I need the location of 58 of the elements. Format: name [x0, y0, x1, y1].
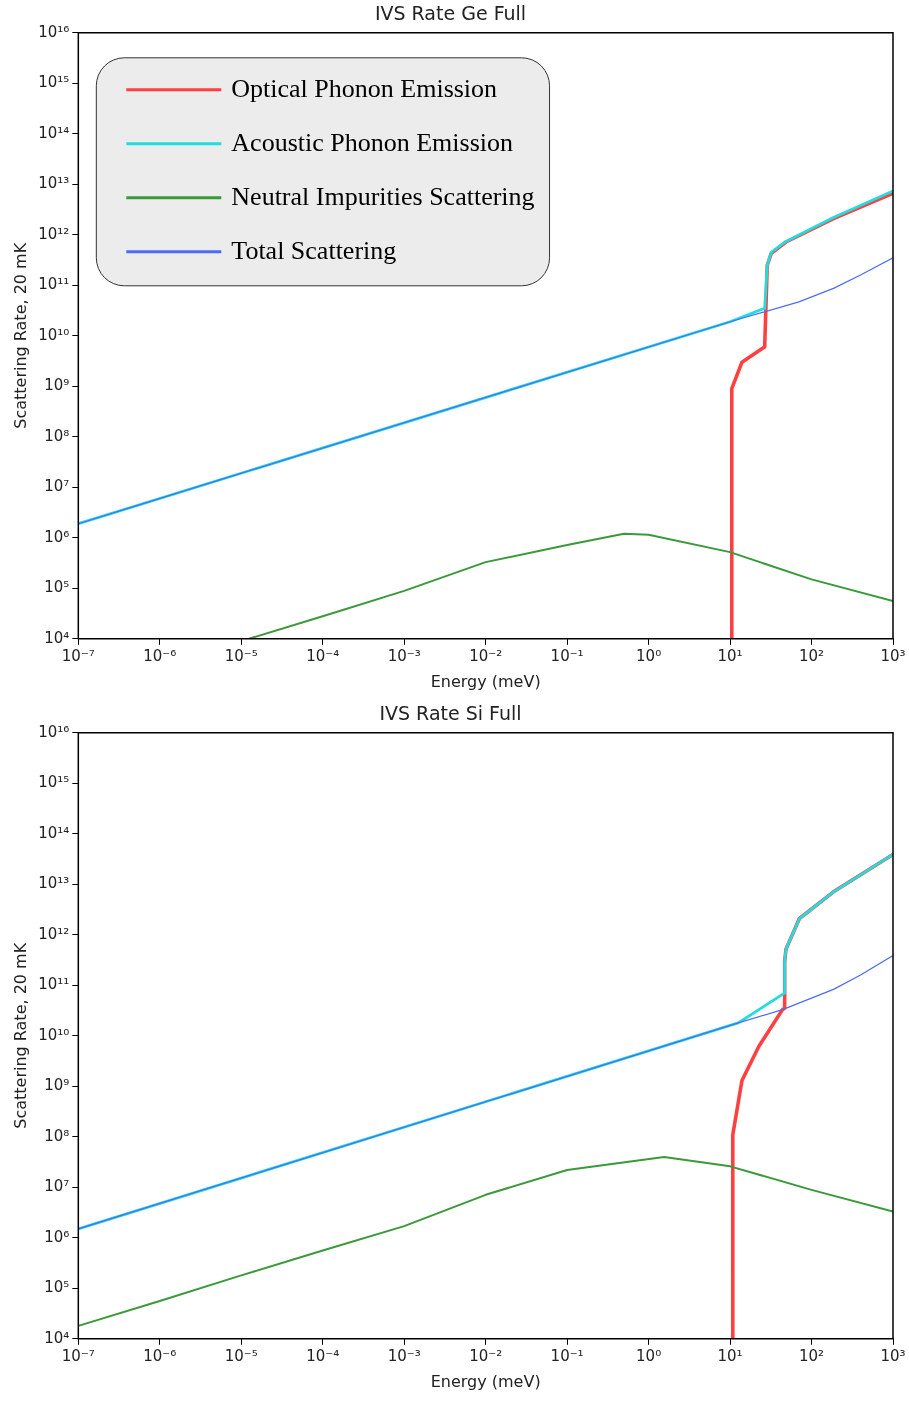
- y-tick-label: 10¹³: [38, 874, 70, 893]
- x-tick-label: 10⁻⁷: [61, 646, 95, 665]
- y-tick-label: 10¹⁵: [38, 73, 70, 92]
- x-tick-label: 10³: [880, 646, 906, 665]
- y-tick-label: 10⁶: [44, 1227, 70, 1246]
- x-tick-label: 10⁻²: [469, 646, 503, 665]
- y-axis-title: Scattering Rate, 20 mK: [10, 942, 30, 1129]
- y-tick-label: 10¹⁶: [38, 722, 70, 741]
- x-axis-title: Energy (meV): [430, 671, 541, 691]
- y-tick-label: 10¹⁰: [38, 325, 70, 344]
- y-tick-label: 10¹²: [38, 224, 70, 243]
- x-tick-label: 10⁻⁴: [306, 646, 340, 665]
- y-tick-label: 10⁵: [44, 1278, 70, 1297]
- x-tick-label: 10⁻²: [469, 1346, 503, 1365]
- y-tick-label: 10¹⁵: [38, 773, 70, 792]
- x-tick-label: 10⁻¹: [550, 646, 584, 665]
- x-tick-label: 10⁻⁶: [143, 1346, 177, 1365]
- y-tick-label: 10¹²: [38, 924, 70, 943]
- y-tick-label: 10⁷: [44, 477, 70, 496]
- x-tick-label: 10¹: [717, 646, 743, 665]
- legend-label: Neutral Impurities Scattering: [231, 181, 535, 211]
- y-tick-label: 10⁸: [44, 426, 70, 445]
- y-tick-label: 10¹⁶: [38, 22, 70, 41]
- x-tick-label: 10⁰: [636, 1346, 662, 1365]
- x-tick-label: 10⁻⁵: [224, 646, 258, 665]
- y-tick-label: 10⁵: [44, 578, 70, 597]
- y-tick-label: 10¹⁰: [38, 1025, 70, 1044]
- x-tick-label: 10²: [798, 1346, 825, 1365]
- y-axis-title: Scattering Rate, 20 mK: [10, 242, 30, 429]
- x-tick-label: 10⁻⁵: [224, 1346, 258, 1365]
- y-tick-label: 10⁸: [44, 1126, 70, 1145]
- x-tick-label: 10⁻³: [387, 1346, 421, 1365]
- y-tick-label: 10⁹: [44, 1076, 70, 1095]
- x-tick-label: 10⁻⁴: [306, 1346, 340, 1365]
- x-tick-label: 10²: [798, 646, 825, 665]
- x-tick-label: 10⁻⁶: [143, 646, 177, 665]
- y-tick-label: 10¹¹: [38, 975, 70, 994]
- legend-label: Total Scattering: [231, 235, 397, 265]
- x-tick-label: 10⁰: [636, 646, 662, 665]
- y-tick-label: 10¹⁴: [38, 123, 70, 142]
- y-tick-label: 10⁶: [44, 527, 70, 546]
- y-tick-label: 10⁹: [44, 376, 70, 395]
- legend-label: Optical Phonon Emission: [231, 73, 498, 103]
- y-tick-label: 10¹³: [38, 174, 70, 193]
- x-tick-label: 10⁻¹: [550, 1346, 584, 1365]
- y-tick-label: 10⁴: [44, 628, 70, 647]
- x-tick-label: 10³: [880, 1346, 906, 1365]
- y-tick-label: 10⁷: [44, 1177, 70, 1196]
- chart-title: IVS Rate Ge Full: [374, 2, 527, 25]
- x-tick-label: 10⁻³: [387, 646, 421, 665]
- chart-title: IVS Rate Si Full: [379, 702, 522, 725]
- y-tick-label: 10¹⁴: [38, 823, 70, 842]
- legend-label: Acoustic Phonon Emission: [231, 127, 513, 157]
- y-tick-label: 10⁴: [44, 1328, 70, 1347]
- y-tick-label: 10¹¹: [38, 275, 70, 294]
- x-tick-label: 10¹: [717, 1346, 743, 1365]
- x-axis-title: Energy (meV): [430, 1371, 541, 1391]
- x-tick-label: 10⁻⁷: [61, 1346, 95, 1365]
